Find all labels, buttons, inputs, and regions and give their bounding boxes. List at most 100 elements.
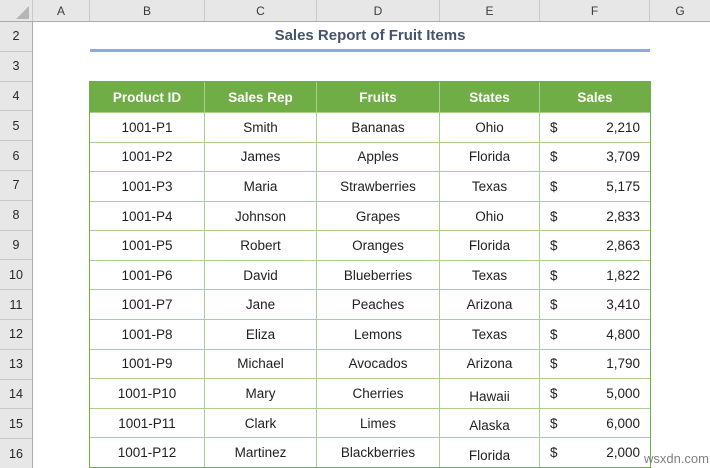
cell-fruit[interactable]: Grapes [317, 201, 440, 231]
row-header-10[interactable]: 10 [0, 260, 32, 291]
cell-state[interactable]: Arizona [440, 349, 540, 379]
cell-sales-rep[interactable]: Clark [205, 408, 317, 438]
column-header-b[interactable]: B [90, 0, 205, 21]
table-header-fruits[interactable]: Fruits [317, 82, 440, 112]
cell-fruit[interactable]: Apples [317, 142, 440, 172]
cell-product-id[interactable]: 1001-P10 [90, 379, 205, 408]
column-header-g[interactable]: G [675, 3, 685, 18]
table-header-product-id[interactable]: Product ID [90, 82, 205, 112]
cell-sales-rep[interactable]: Jane [205, 290, 317, 320]
cell-state[interactable]: Ohio [440, 201, 540, 231]
cell-product-id[interactable]: 1001-P4 [90, 201, 205, 231]
row-header-5[interactable]: 5 [0, 111, 32, 142]
cell-fruit[interactable]: Oranges [317, 231, 440, 260]
cell-product-id[interactable]: 1001-P7 [90, 290, 205, 320]
cell-product-id[interactable]: 1001-P11 [90, 408, 205, 438]
cell-sales[interactable]: $ 3,410 [540, 290, 650, 319]
cell-fruit[interactable]: Strawberries [317, 172, 440, 201]
column-header-c[interactable]: C [205, 0, 317, 21]
table-header-sales[interactable]: Sales [577, 89, 613, 105]
cell-state[interactable]: Texas [440, 172, 540, 201]
cell-fruit[interactable]: Blueberries [317, 260, 440, 290]
table-row: 1001-P3 Maria Strawberries Texas $ 5,175 [90, 171, 650, 201]
currency-symbol: $ [550, 149, 558, 165]
cell-fruit[interactable]: Peaches [317, 290, 440, 320]
watermark: wsxdn.com [643, 451, 709, 466]
cell-product-id[interactable]: 1001-P12 [90, 438, 205, 467]
row-header-15[interactable]: 15 [0, 409, 32, 440]
row-header-13[interactable]: 13 [0, 350, 32, 380]
cell-sales[interactable]: $ 6,000 [540, 409, 650, 438]
cell-state[interactable]: Alaska [440, 408, 540, 438]
cell-fruit[interactable]: Blackberries [317, 438, 440, 467]
sales-amount: 1,790 [606, 356, 640, 372]
cell-sales-rep[interactable]: Eliza [205, 320, 317, 349]
cell-state[interactable]: Florida [440, 142, 540, 172]
column-header-f[interactable]: F [540, 0, 650, 21]
cell-state[interactable]: Texas [440, 260, 540, 290]
cell-sales[interactable]: $ 5,000 [540, 379, 650, 408]
cell-product-id[interactable]: 1001-P3 [90, 172, 205, 201]
cell-product-id[interactable]: 1001-P5 [90, 231, 205, 260]
cell-sales[interactable]: $ 5,175 [540, 172, 650, 201]
cell-sales[interactable]: $ 1,790 [540, 350, 650, 379]
table-row: 1001-P5 Robert Oranges Florida $ 2,863 [90, 230, 650, 260]
table-row: 1001-P2 James Apples Florida $ 3,709 [90, 141, 650, 172]
select-all-triangle-icon [16, 6, 29, 19]
cell-state[interactable]: Florida [440, 231, 540, 260]
cell-state[interactable]: Texas [440, 320, 540, 349]
cell-sales[interactable]: $ 1,822 [540, 261, 650, 290]
cell-state[interactable]: Florida [440, 438, 540, 467]
sales-amount: 6,000 [606, 415, 640, 431]
column-header-e[interactable]: E [440, 0, 540, 21]
cell-sales-rep[interactable]: Mary [205, 379, 317, 408]
cell-sales-rep[interactable]: David [205, 260, 317, 290]
cell-sales[interactable]: $ 4,800 [540, 320, 650, 349]
row-header-14[interactable]: 14 [0, 380, 32, 410]
cell-state[interactable]: Ohio [440, 113, 540, 142]
column-header-a[interactable]: A [33, 0, 90, 21]
cell-sales-rep[interactable]: Michael [205, 349, 317, 379]
column-header-d[interactable]: D [317, 0, 440, 21]
row-header-9[interactable]: 9 [0, 231, 32, 261]
row-header-7[interactable]: 7 [0, 171, 32, 201]
cell-product-id[interactable]: 1001-P2 [90, 142, 205, 172]
cell-product-id[interactable]: 1001-P6 [90, 260, 205, 290]
report-title[interactable]: Sales Report of Fruit Items [90, 22, 650, 52]
row-header-4[interactable]: 4 [0, 82, 32, 112]
cell-sales-rep[interactable]: Martinez [205, 438, 317, 467]
cell-sales[interactable]: $ 2,833 [540, 202, 650, 231]
cell-sales[interactable]: $ 2,000 [540, 438, 650, 467]
table-header-sales-rep[interactable]: Sales Rep [205, 82, 317, 112]
cell-fruit[interactable]: Limes [317, 408, 440, 438]
cell-sales[interactable]: $ 2,863 [540, 231, 650, 260]
cell-sales[interactable]: $ 2,210 [540, 113, 650, 142]
row-header-16[interactable]: 16 [9, 446, 23, 461]
row-header-12[interactable]: 12 [0, 320, 32, 350]
row-header-6[interactable]: 6 [0, 141, 32, 171]
cell-fruit[interactable]: Avocados [317, 349, 440, 379]
cell-fruit[interactable]: Cherries [317, 379, 440, 408]
cell-fruit[interactable]: Lemons [317, 320, 440, 349]
sales-table: Product ID Sales Rep Fruits States Sales… [89, 81, 651, 468]
table-row: 1001-P10 Mary Cherries Hawaii $ 5,000 [90, 378, 650, 408]
cell-sales-rep[interactable]: Johnson [205, 201, 317, 231]
cell-sales-rep[interactable]: Smith [205, 113, 317, 142]
cell-state[interactable]: Arizona [440, 290, 540, 320]
row-header-3[interactable]: 3 [0, 52, 32, 82]
cell-product-id[interactable]: 1001-P9 [90, 349, 205, 379]
cell-product-id[interactable]: 1001-P1 [90, 113, 205, 142]
select-all-button[interactable] [0, 0, 33, 21]
sales-amount: 1,822 [606, 267, 640, 283]
cell-sales-rep[interactable]: James [205, 142, 317, 172]
cell-sales-rep[interactable]: Maria [205, 172, 317, 201]
table-header-states[interactable]: States [440, 82, 540, 112]
cell-sales-rep[interactable]: Robert [205, 231, 317, 260]
cell-state[interactable]: Hawaii [440, 379, 540, 408]
row-header-11[interactable]: 11 [0, 290, 32, 320]
row-header-2[interactable]: 2 [0, 22, 32, 52]
cell-fruit[interactable]: Bananas [317, 113, 440, 142]
cell-product-id[interactable]: 1001-P8 [90, 320, 205, 349]
row-header-8[interactable]: 8 [0, 201, 32, 231]
cell-sales[interactable]: $ 3,709 [540, 143, 650, 172]
